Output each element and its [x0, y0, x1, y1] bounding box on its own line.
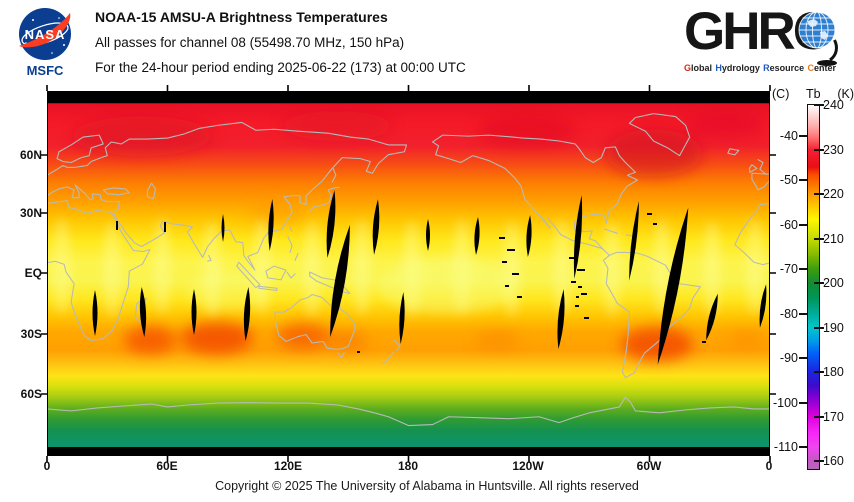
subtitle-period: For the 24-hour period ending 2025-06-22…: [95, 60, 466, 75]
tagline-word-center: Center: [807, 63, 836, 73]
subtitle-channel: All passes for channel 08 (55498.70 MHz,…: [95, 35, 405, 50]
lon-label-120w: 120W: [512, 459, 544, 473]
page-title: NOAA-15 AMSU-A Brightness Temperatures: [95, 9, 388, 25]
celsius-label-m100: -100: [772, 396, 798, 410]
kelvin-label-240: 240: [823, 98, 844, 112]
ghrc-logo: GHRC Global Hydrology Resource Center: [684, 4, 838, 76]
celsius-label-m60: -60: [779, 218, 798, 232]
kelvin-label-190: 190: [823, 321, 844, 335]
lon-label-60e: 60E: [156, 459, 178, 473]
celsius-tick: [799, 268, 808, 270]
lon-label-0e: 0: [765, 459, 773, 473]
lon-label-60w: 60W: [636, 459, 662, 473]
celsius-tick: [799, 446, 808, 448]
celsius-label-m70: -70: [779, 262, 798, 276]
celsius-tick: [799, 402, 808, 404]
celsius-label-m90: -90: [779, 351, 798, 365]
celsius-tick: [799, 224, 808, 226]
celsius-tick: [799, 313, 808, 315]
brightness-temperature-map: [38, 82, 778, 468]
celsius-tick: [799, 357, 808, 359]
copyright-notice: Copyright © 2025 The University of Alaba…: [215, 479, 639, 493]
nasa-logo: NASA: [12, 5, 78, 65]
kelvin-label-230: 230: [823, 143, 844, 157]
kelvin-tick: [814, 104, 824, 106]
colorbar-celsius-header: (C): [772, 87, 790, 101]
swath-streaks: [53, 218, 764, 317]
lat-label-60s: 60S: [20, 387, 42, 401]
colorbar: [807, 104, 820, 470]
lon-label-180: 180: [397, 459, 419, 473]
colorbar-kelvin-header: (K): [837, 87, 854, 101]
kelvin-label-200: 200: [823, 276, 844, 290]
celsius-label-m40: -40: [779, 129, 798, 143]
nasa-meatball-icon: NASA: [19, 8, 71, 60]
kelvin-tick: [814, 416, 824, 418]
kelvin-label-210: 210: [823, 232, 844, 246]
map-frame: [47, 91, 770, 456]
celsius-label-m80: -80: [779, 307, 798, 321]
coastlines: [47, 113, 770, 427]
ghrc-tagline: Global Hydrology Resource Center: [684, 63, 836, 73]
kelvin-tick: [814, 149, 824, 151]
nasa-logo-text: NASA: [25, 27, 66, 42]
celsius-tick: [799, 135, 808, 137]
celsius-label-m110: -110: [773, 440, 798, 454]
axis-ticks: [41, 85, 776, 462]
tagline-word-resource: Resource: [763, 63, 805, 73]
colorbar-header: (C) Tb (K): [772, 87, 854, 101]
lon-label-0w: 0: [43, 459, 51, 473]
colorbar-tb-header: Tb: [806, 87, 821, 101]
lat-label-eq: EQ: [24, 266, 42, 280]
kelvin-label-160: 160: [823, 454, 844, 468]
kelvin-label-170: 170: [823, 410, 844, 424]
kelvin-tick: [814, 371, 824, 373]
data-gap-lenses: [92, 190, 767, 365]
lon-label-120e: 120E: [273, 459, 303, 473]
lat-label-60n: 60N: [19, 148, 42, 162]
north-polar-band: [47, 91, 770, 103]
kelvin-label-180: 180: [823, 365, 844, 379]
kelvin-tick: [814, 327, 824, 329]
tagline-word-global: Global: [684, 63, 713, 73]
tagline-word-hydrology: Hydrology: [715, 63, 760, 73]
msfc-label: MSFC: [26, 63, 64, 78]
kelvin-label-220: 220: [823, 187, 844, 201]
kelvin-tick: [814, 460, 824, 462]
kelvin-tick: [814, 282, 824, 284]
kelvin-tick: [814, 238, 824, 240]
lat-label-30s: 30S: [20, 327, 42, 341]
south-polar-band: [47, 447, 770, 456]
celsius-label-m50: -50: [779, 173, 798, 187]
lat-label-30n: 30N: [19, 206, 42, 220]
ghrc-globe-icon: [798, 11, 838, 66]
celsius-tick: [799, 179, 808, 181]
kelvin-tick: [814, 193, 824, 195]
